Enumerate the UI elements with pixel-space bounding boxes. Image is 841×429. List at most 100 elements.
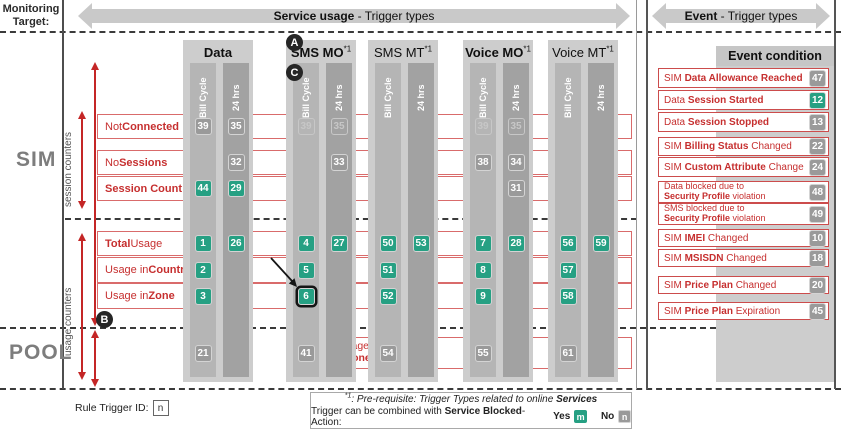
event-badge-13: 13 [809,113,826,131]
trigger-badge-26: 26 [227,235,245,252]
event-label: SIM Billing Status Changed [664,141,792,152]
annotation-arrow [270,257,297,287]
sim-section-label: SIM [16,148,57,171]
trigger-badge-8: 8 [474,261,492,279]
event-data-session-started: Data Session Started 12 [658,90,829,110]
event-label: SIM Data Allowance Reached [664,72,803,84]
rule-trigger-id-box: n [152,400,169,416]
trigger-badge-31: 31 [507,180,525,197]
marker-a: A [286,34,303,51]
target-column-border [62,0,64,389]
trigger-badge-28: 28 [507,235,525,252]
marker-c: C [286,64,303,81]
monitoring-target-line1: Monitoring [2,3,60,15]
trigger-badge-35: 35 [330,118,348,135]
trigger-badge-39: 39 [297,118,315,135]
event-msisdn-changed: SIM MSISDN Changed 18 [658,249,829,267]
marker-b: B [96,311,113,328]
event-banner: Event - Trigger types [652,3,830,29]
trigger-badge-50: 50 [379,235,397,252]
column-group-data: Data Bill Cycle 24 hrs [183,40,253,382]
trigger-badge-44: 44 [194,180,212,197]
event-label-line: Security Profile violation [664,213,766,223]
event-badge-47: 47 [809,69,826,87]
column-header-voice-mt: Voice MT*1 [552,44,614,60]
event-banner-label: Event - Trigger types [684,9,798,23]
trigger-badge-7: 7 [474,235,492,252]
trigger-badge-6: 6 [297,287,315,305]
column-bar-data-bc: Bill Cycle [190,63,216,377]
event-label: Data Session Stopped [664,116,770,128]
trigger-badge-41: 41 [297,344,315,362]
trigger-badge-53: 53 [412,235,430,252]
session-counters-arrow [78,111,86,209]
column-bar-sms-mo-h24: 24 hrs [326,63,352,377]
column-bar-voice-mo-bc: Bill Cycle [470,63,496,377]
event-data-blocked-security: Data blocked due to Security Profile viol… [658,181,829,203]
column-bar-sms-mt-bc: Bill Cycle [375,63,401,377]
rule-trigger-id-legend: Rule Trigger ID: n [75,400,169,416]
event-label: Data Session Started [664,94,764,106]
session-counters-label: session counters [63,131,74,207]
service-usage-banner: Service usage - Trigger types [78,3,630,29]
trigger-badge-21: 21 [194,344,212,362]
column-header-voice-mo: Voice MO*1 [465,44,531,60]
event-sms-blocked-security: SMS blocked due to Security Profile viola… [658,203,829,225]
event-condition-header: Event condition [716,46,834,66]
event-label: Data blocked due to Security Profile viol… [664,181,809,202]
trigger-badge-35: 35 [507,118,525,135]
trigger-badge-39: 39 [474,118,492,135]
trigger-badge-29: 29 [227,180,245,197]
event-badge-45: 45 [809,302,826,320]
column-bar-label: 24 hrs [596,84,606,112]
pool-section-label: POOL [9,341,73,364]
event-label: SIM Custom Attribute Change [664,161,804,173]
yes-label: Yes [553,411,571,422]
trigger-badge-59: 59 [592,235,610,252]
column-bar-label: Bill Cycle [383,77,393,119]
trigger-badge-32: 32 [227,154,245,171]
trigger-badge-5: 5 [297,261,315,279]
column-bar-voice-mo-h24: 24 hrs [503,63,529,377]
column-header-sms-mo: SMS MO*1 [290,44,352,60]
column-bar-data-h24: 24 hrs [223,63,249,377]
yes-green-badge: m [574,410,587,423]
event-badge-24: 24 [809,158,826,176]
column-header-data: Data [203,45,233,60]
event-badge-49: 49 [809,205,826,223]
column-bar-sms-mt-h24: 24 hrs [408,63,434,377]
trigger-badge-35: 35 [227,118,245,135]
event-custom-attribute-change: SIM Custom Attribute Change 24 [658,157,829,177]
event-label-line: Data blocked due to [664,181,745,192]
event-label: SMS blocked due to Security Profile viola… [664,203,809,224]
trigger-badge-27: 27 [330,235,348,252]
event-imei-changed: SIM IMEI Changed 10 [658,229,829,247]
event-label: SIM Price Plan Expiration [664,305,781,317]
monitoring-target-line2: Target: [12,15,50,28]
trigger-badge-39: 39 [194,118,212,135]
trigger-badge-56: 56 [559,235,577,252]
service-area-right-border [636,0,637,389]
event-badge-20: 20 [809,276,826,294]
trigger-badge-38: 38 [474,154,492,171]
sim-range-arrow [91,62,99,326]
column-bar-voice-mt-bc: Bill Cycle [555,63,581,377]
event-price-plan-changed: SIM Price Plan Changed 20 [658,276,829,294]
event-price-plan-expiration: SIM Price Plan Expiration 45 [658,302,829,320]
prerequisite-note-box: *1: Pre-requisite: Trigger Types related… [310,392,632,429]
prerequisite-note-line2: Trigger can be combined with Service Blo… [311,406,631,428]
trigger-badge-57: 57 [559,261,577,279]
event-billing-status-changed: SIM Billing Status Changed 22 [658,137,829,156]
trigger-badge-4: 4 [297,235,315,252]
trigger-badge-9: 9 [474,287,492,305]
event-area-left-border [646,0,648,389]
event-badge-22: 22 [809,138,826,155]
bottom-divider-line [0,388,841,390]
trigger-badge-54: 54 [379,344,397,362]
column-group-voice-mo: Voice MO*1 Bill Cycle 24 hrs [463,40,533,382]
usage-counters-arrow [78,233,86,380]
event-label: SIM IMEI Changed [664,232,749,244]
monitoring-target-label: Monitoring Target: [0,3,62,28]
event-badge-10: 10 [809,229,826,247]
